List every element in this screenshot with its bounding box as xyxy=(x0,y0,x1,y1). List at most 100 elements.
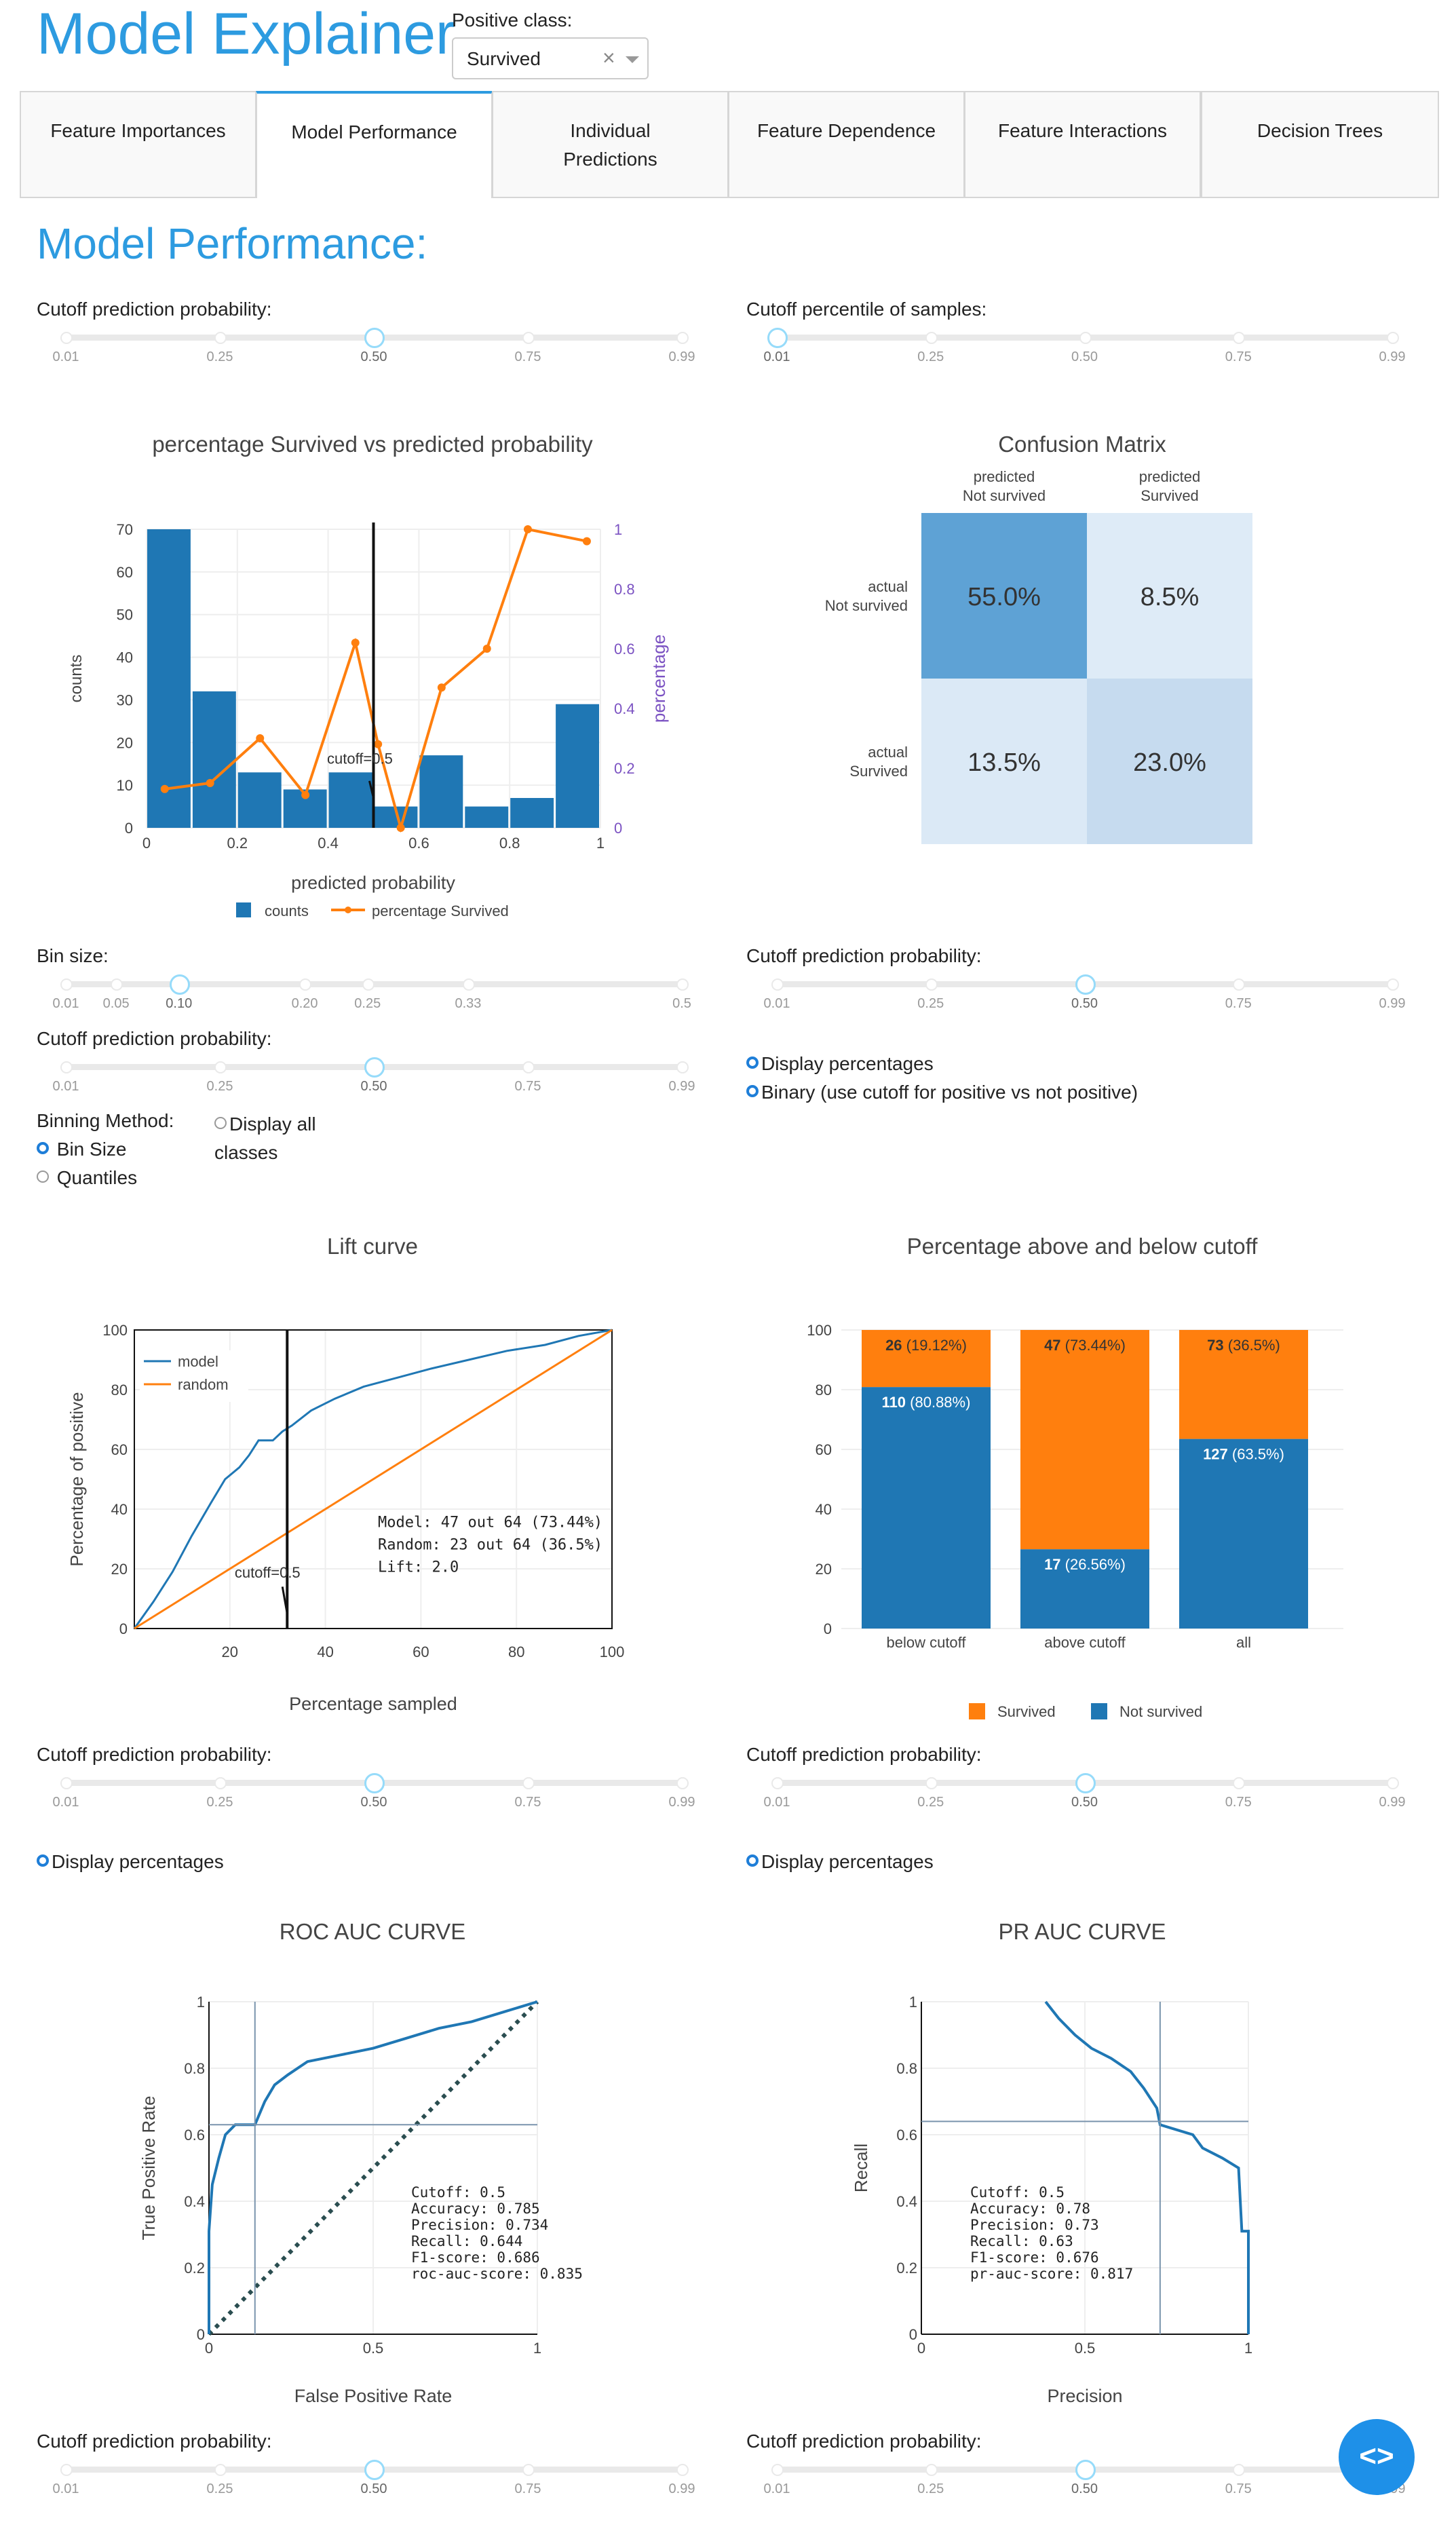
slider-tick-label: 0.33 xyxy=(455,996,482,1011)
matrix-value: 23.0% xyxy=(1133,748,1206,777)
slider-mark[interactable] xyxy=(1387,978,1399,991)
x-tick-label: 1 xyxy=(533,2340,541,2357)
metric-text: Cutoff: 0.5 xyxy=(970,2184,1065,2201)
tab-feature-importances[interactable]: Feature Importances xyxy=(20,91,256,198)
slider-handle[interactable] xyxy=(767,328,788,348)
x-tick-label: below cutoff xyxy=(886,1634,966,1651)
tab-decision-trees[interactable]: Decision Trees xyxy=(1201,91,1439,198)
slider-mark[interactable] xyxy=(925,978,938,991)
class-display-percentages[interactable]: Display percentages xyxy=(746,1851,934,1873)
slider-mark[interactable] xyxy=(676,978,689,991)
slider-mark[interactable] xyxy=(925,332,938,344)
slider-mark[interactable] xyxy=(60,1777,73,1789)
slider-handle[interactable] xyxy=(1075,1773,1096,1793)
slider-mark[interactable] xyxy=(214,2464,227,2476)
radio-bin-size[interactable]: Bin Size xyxy=(37,1139,127,1160)
lift-display-percentages[interactable]: Display percentages xyxy=(37,1851,224,1873)
slider-mark[interactable] xyxy=(462,978,475,991)
line-point xyxy=(351,639,360,647)
tab-individual-predictions[interactable]: Individual Predictions xyxy=(492,91,729,198)
slider-handle[interactable] xyxy=(169,974,190,995)
slider-mark[interactable] xyxy=(60,1061,73,1073)
slider-mark[interactable] xyxy=(214,332,227,344)
x-axis-label: Precision xyxy=(1047,2386,1122,2406)
tab-model-performance[interactable]: Model Performance xyxy=(256,91,493,198)
positive-class-select[interactable]: Survived × xyxy=(452,37,649,79)
slider-mark[interactable] xyxy=(522,332,535,344)
slider-tick-label: 0.01 xyxy=(52,349,79,364)
slider-handle[interactable] xyxy=(364,1057,385,1078)
roc-cutoff-slider[interactable]: 0.01 0.25 0.50 0.75 0.99 xyxy=(53,2454,695,2496)
chevron-down-icon[interactable] xyxy=(626,56,639,63)
bar xyxy=(419,755,463,828)
slider-mark[interactable] xyxy=(214,1777,227,1789)
slider-handle[interactable] xyxy=(364,1773,385,1793)
checkbox-display-percentages[interactable]: Display percentages xyxy=(746,1053,934,1075)
slider-mark[interactable] xyxy=(676,2464,689,2476)
slider-mark[interactable] xyxy=(1233,978,1246,991)
slider-mark[interactable] xyxy=(1079,332,1092,344)
slider-tick-label: 0.01 xyxy=(763,349,790,364)
lift-cutoff-slider[interactable]: 0.01 0.25 0.50 0.75 0.99 xyxy=(53,1768,695,1810)
y-tick-label: 100 xyxy=(807,1322,832,1339)
slider-mark[interactable] xyxy=(1233,1777,1246,1789)
slider-mark[interactable] xyxy=(1233,332,1246,344)
slider-mark[interactable] xyxy=(925,2464,938,2476)
slider-tick-label: 0.75 xyxy=(514,1079,541,1094)
lift-summary: Random: 23 out 64 (36.5%) xyxy=(378,1536,602,1553)
slider-mark[interactable] xyxy=(522,2464,535,2476)
slider-mark[interactable] xyxy=(771,978,784,991)
slider-mark[interactable] xyxy=(60,978,73,991)
metric-text: Accuracy: 0.78 xyxy=(970,2201,1090,2217)
slider-tick-label: 0.10 xyxy=(166,996,193,1011)
y2-tick-label: 1 xyxy=(614,521,622,538)
slider-mark[interactable] xyxy=(111,978,123,991)
code-toggle-button[interactable]: <> xyxy=(1339,2419,1415,2495)
slider-mark[interactable] xyxy=(60,332,73,344)
x-tick-label: 80 xyxy=(508,1643,524,1660)
slider-mark[interactable] xyxy=(1387,1777,1399,1789)
slider-mark[interactable] xyxy=(771,2464,784,2476)
slider-mark[interactable] xyxy=(676,332,689,344)
positive-class-label: Positive class: xyxy=(452,9,573,31)
slider-tick-label: 0.5 xyxy=(672,996,691,1011)
cutoff-prob-slider[interactable]: 0.01 0.25 0.50 0.75 0.99 xyxy=(53,322,695,364)
confusion-cutoff-slider[interactable]: 0.01 0.25 0.50 0.75 0.99 xyxy=(764,969,1405,1011)
pr-cutoff-slider[interactable]: 0.010.250.500.750.99 xyxy=(764,2454,1405,2496)
bin-size-slider[interactable]: 0.01 0.05 0.10 0.20 0.25 0.33 0.5 xyxy=(53,969,691,1011)
slider-handle[interactable] xyxy=(1075,2460,1096,2480)
x-tick-label: 1 xyxy=(1244,2340,1252,2357)
slider-mark[interactable] xyxy=(676,1777,689,1789)
slider-mark[interactable] xyxy=(362,978,375,991)
checkbox-binary[interactable]: Binary (use cutoff for positive vs not p… xyxy=(746,1082,1138,1103)
y-tick-label: 0.4 xyxy=(896,2193,917,2210)
slider-mark[interactable] xyxy=(676,1061,689,1073)
confusion-cutoff-label: Cutoff prediction probability: xyxy=(746,945,982,966)
slider-tick-label: 0.50 xyxy=(1071,2481,1098,2496)
tab-feature-dependence[interactable]: Feature Dependence xyxy=(728,91,965,198)
slider-mark[interactable] xyxy=(1233,2464,1246,2476)
class-cutoff-slider[interactable]: 0.01 0.25 0.50 0.75 0.99 xyxy=(764,1768,1405,1810)
slider-mark[interactable] xyxy=(214,1061,227,1073)
precision-cutoff-slider[interactable]: 0.01 0.25 0.50 0.75 0.99 xyxy=(53,1052,695,1094)
checkbox-display-all-classes[interactable]: Display all classes xyxy=(214,1114,316,1163)
slider-handle[interactable] xyxy=(364,328,385,348)
y-tick-label: 0.2 xyxy=(896,2260,917,2277)
slider-mark[interactable] xyxy=(1387,332,1399,344)
slider-mark[interactable] xyxy=(522,1061,535,1073)
slider-mark[interactable] xyxy=(299,978,312,991)
clear-icon[interactable]: × xyxy=(602,45,615,70)
slider-handle[interactable] xyxy=(364,2460,385,2480)
slider-tick-label: 0.50 xyxy=(360,349,387,364)
cutoff-percentile-slider[interactable]: 0.01 0.25 0.50 0.75 0.99 xyxy=(764,322,1405,364)
bar xyxy=(510,798,554,828)
slider-mark[interactable] xyxy=(522,1777,535,1789)
slider-handle[interactable] xyxy=(1075,974,1096,995)
y-tick-label: 40 xyxy=(117,649,133,666)
radio-quantiles[interactable]: Quantiles xyxy=(37,1167,137,1189)
roc-title: ROC AUC CURVE xyxy=(279,1919,466,1944)
slider-mark[interactable] xyxy=(60,2464,73,2476)
tab-feature-interactions[interactable]: Feature Interactions xyxy=(964,91,1201,198)
slider-mark[interactable] xyxy=(771,1777,784,1789)
slider-mark[interactable] xyxy=(925,1777,938,1789)
